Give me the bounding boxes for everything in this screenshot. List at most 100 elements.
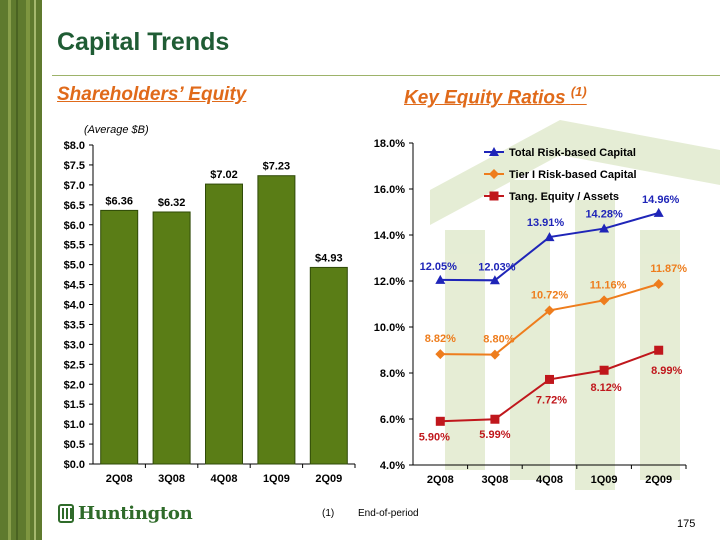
data-label: 7.72% — [536, 394, 567, 406]
ratios-heading: Key Equity Ratios (1) — [404, 84, 587, 109]
data-label: 8.82% — [425, 333, 456, 345]
data-label: 8.80% — [483, 334, 514, 346]
equity-heading: Shareholders’ Equity — [57, 84, 246, 106]
footnote-marker: (1) — [322, 508, 335, 519]
data-label: 11.87% — [650, 263, 687, 275]
series-marker — [490, 414, 500, 424]
side-stripe — [26, 0, 30, 540]
y-tick-label: $3.5 — [64, 319, 85, 331]
x-tick-label: 2Q08 — [106, 473, 133, 485]
y-tick-label: $8.0 — [64, 140, 85, 152]
equity-bar — [257, 175, 296, 465]
data-label: 8.12% — [590, 382, 621, 394]
data-label: 8.99% — [651, 365, 682, 377]
legend-label: Total Risk-based Capital — [509, 147, 636, 159]
y-tick-label: $0.0 — [64, 459, 85, 471]
y-tick-label: 14.0% — [374, 230, 405, 242]
y-tick-label: $2.5 — [64, 359, 85, 371]
equity-bar — [205, 183, 243, 465]
side-stripe — [16, 0, 18, 540]
y-tick-label: $5.0 — [64, 260, 85, 272]
y-tick-label: 10.0% — [374, 322, 405, 334]
y-tick-label: $7.5 — [64, 160, 85, 172]
bar-value-label: $6.36 — [105, 195, 133, 207]
side-stripe — [8, 0, 11, 540]
bar-value-label: $7.02 — [210, 169, 238, 181]
equity-unit-note: (Average $B) — [84, 124, 149, 136]
legend-swatch-marker — [489, 191, 499, 201]
ratios-heading-text: Key Equity Ratios — [404, 87, 566, 109]
y-tick-label: 18.0% — [374, 138, 405, 150]
y-tick-label: $3.0 — [64, 339, 85, 351]
y-tick-label: 4.0% — [380, 460, 405, 472]
logo-mark-icon — [58, 504, 74, 523]
legend-label: Tier I Risk-based Capital — [509, 169, 637, 181]
equity-heading-text: Shareholders’ Equity — [57, 84, 247, 105]
series-marker — [599, 223, 610, 233]
series-marker — [544, 232, 555, 242]
huntington-logo: Huntington — [58, 503, 193, 524]
series-line — [440, 349, 660, 423]
y-tick-label: $6.5 — [64, 200, 85, 212]
bar-value-label: $4.93 — [315, 252, 343, 264]
ratios-footnote-ref: (1) — [570, 84, 587, 99]
x-tick-label: 4Q08 — [211, 473, 238, 485]
data-label: 14.28% — [585, 209, 623, 221]
series-marker — [599, 295, 610, 306]
series-marker — [544, 305, 555, 316]
equity-bar — [100, 209, 139, 465]
data-label: 5.99% — [479, 429, 510, 441]
data-label: 10.72% — [531, 289, 569, 301]
x-tick-label: 3Q08 — [158, 473, 185, 485]
y-tick-label: 12.0% — [374, 276, 405, 288]
series-marker — [545, 374, 554, 384]
series-marker — [653, 207, 664, 217]
data-label: 14.96% — [642, 194, 680, 206]
series-marker — [599, 365, 609, 375]
legend-swatch-marker — [489, 169, 499, 179]
series-marker — [435, 416, 445, 426]
side-stripe — [34, 0, 36, 540]
footnote-text: End-of-period — [358, 508, 419, 519]
y-tick-label: 16.0% — [374, 184, 405, 196]
series-marker — [654, 345, 664, 355]
series-marker — [489, 349, 500, 360]
series-marker — [653, 278, 664, 289]
x-tick-label: 1Q09 — [591, 474, 618, 486]
x-tick-label: 2Q08 — [427, 474, 454, 486]
y-tick-label: $4.5 — [64, 280, 85, 292]
logo-text: Huntington — [78, 503, 193, 524]
data-label: 5.90% — [419, 431, 450, 443]
y-tick-label: $1.0 — [64, 419, 85, 431]
x-tick-label: 1Q09 — [263, 473, 290, 485]
y-tick-label: 8.0% — [380, 368, 405, 380]
y-tick-label: $4.0 — [64, 300, 85, 312]
page-number: 175 — [677, 518, 696, 530]
y-tick-label: $7.0 — [64, 180, 85, 192]
legend-label: Tang. Equity / Assets — [509, 191, 619, 203]
x-tick-label: 2Q09 — [645, 474, 672, 486]
x-tick-label: 4Q08 — [536, 474, 563, 486]
y-tick-label: $1.5 — [64, 399, 85, 411]
series-marker — [435, 349, 446, 360]
y-tick-label: $5.5 — [64, 240, 85, 252]
series-marker — [489, 275, 500, 285]
equity-bar — [309, 266, 348, 465]
page-title: Capital Trends — [57, 28, 230, 56]
y-tick-label: $2.0 — [64, 379, 85, 391]
data-label: 12.03% — [478, 261, 516, 273]
series-marker — [435, 274, 446, 284]
y-tick-label: $0.5 — [64, 439, 85, 451]
data-label: 11.16% — [590, 279, 627, 291]
data-label: 12.05% — [420, 261, 458, 273]
x-tick-label: 2Q09 — [315, 473, 342, 485]
data-label: 13.91% — [527, 217, 565, 229]
legend-swatch-marker — [489, 147, 499, 156]
bar-value-label: $7.23 — [263, 161, 291, 173]
title-divider — [52, 75, 720, 76]
x-tick-label: 3Q08 — [481, 474, 508, 486]
bar-value-label: $6.32 — [158, 197, 186, 209]
y-tick-label: 6.0% — [380, 414, 405, 426]
